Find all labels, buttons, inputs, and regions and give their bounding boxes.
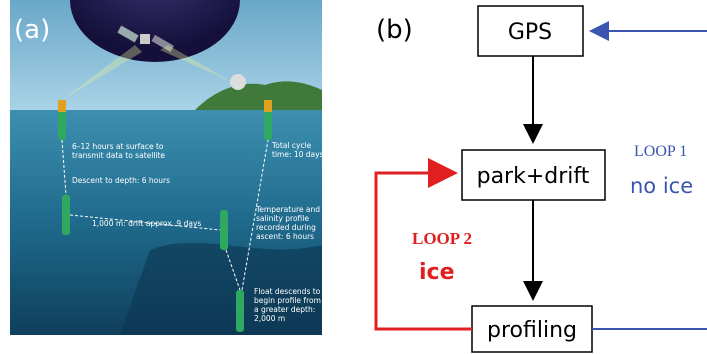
annotation-line: 1,000 m: drift approx. 9 days [92, 219, 201, 228]
panel-label: (b) [376, 15, 413, 45]
node-label: GPS [508, 20, 552, 45]
annotation-line: ascent: 6 hours [256, 232, 314, 241]
annotation-line: Total cycle [271, 141, 312, 150]
loop2-arrow [376, 173, 472, 329]
annotation-line: time: 10 days [272, 150, 324, 159]
annotation-line: recorded during [256, 223, 316, 232]
annotation-line: salinity profile [256, 214, 309, 223]
float [220, 210, 228, 250]
antenna [230, 74, 246, 90]
node-label: park+drift [477, 164, 590, 189]
annotation-line: begin profile from [254, 296, 321, 305]
figure: (a) 6–12 hours at surface totransmit dat… [0, 0, 707, 354]
annotation-line: Descent to depth: 6 hours [72, 176, 170, 185]
panel-label: (a) [14, 15, 50, 45]
loop-name: LOOP 1 [634, 143, 687, 160]
annotation-line: Temperature and [255, 205, 320, 214]
annotation-line: transmit data to satellite [72, 151, 165, 160]
annotation-line: a greater depth: [254, 305, 315, 314]
annotation-line: 2,000 m [254, 314, 285, 323]
panel-b: (b) GPS park+drift profiling LOOP 1 no i… [376, 6, 707, 352]
annotation-line: 6–12 hours at surface to [72, 142, 164, 151]
loop-condition: ice [419, 260, 455, 285]
loop-condition: no ice [630, 174, 693, 198]
loop-name: LOOP 2 [412, 229, 472, 248]
float [62, 195, 70, 235]
float [236, 290, 244, 332]
node-label: profiling [487, 318, 577, 343]
annotation: 1,000 m: drift approx. 9 days [92, 219, 201, 228]
annotation: Descent to depth: 6 hours [72, 176, 170, 185]
annotation-line: Float descends to [254, 287, 321, 296]
